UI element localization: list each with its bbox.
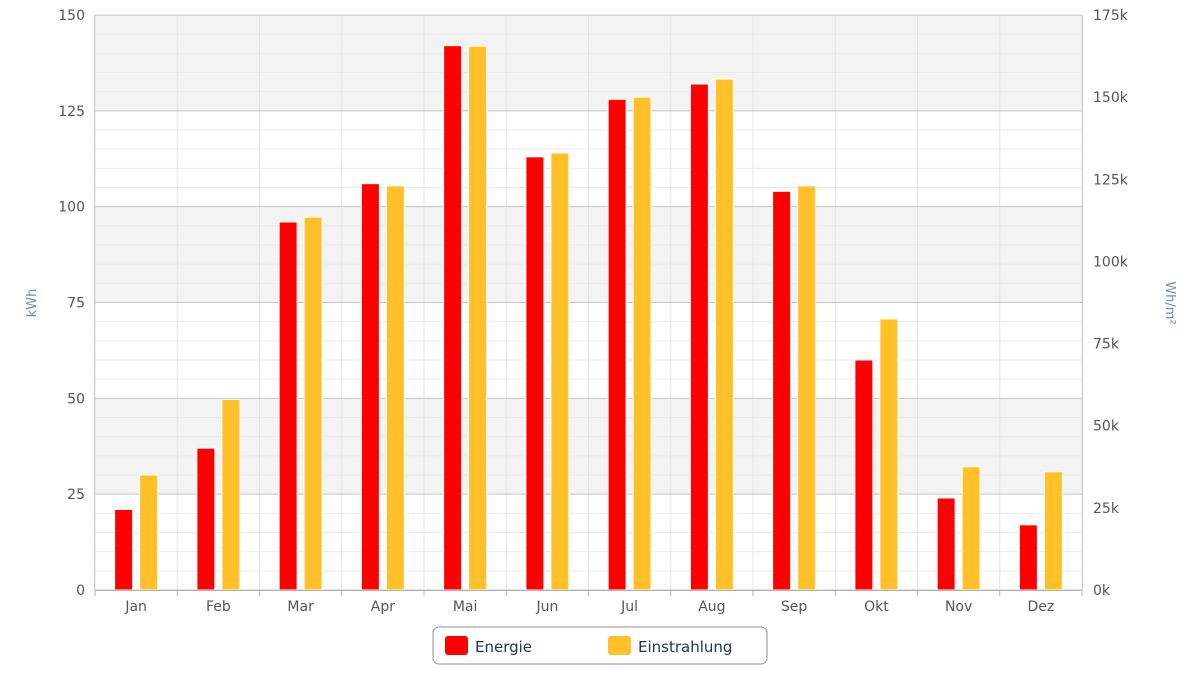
left-tick-label: 75 bbox=[67, 296, 85, 312]
left-tick-label: 25 bbox=[67, 487, 85, 503]
x-tick-label: Okt bbox=[864, 599, 889, 615]
axes bbox=[94, 15, 1083, 596]
legend-box bbox=[432, 626, 768, 665]
right-tick-label: 125k bbox=[1093, 172, 1129, 188]
legend-label-energie: Energie bbox=[475, 638, 532, 656]
bar-energie-dez[interactable] bbox=[1018, 524, 1038, 591]
bar-energie-jun[interactable] bbox=[525, 156, 545, 591]
bar-einstrahlung-aug[interactable] bbox=[714, 78, 734, 591]
x-tick-label: Jul bbox=[620, 599, 638, 615]
bar-einstrahlung-dez[interactable] bbox=[1043, 471, 1063, 591]
x-tick-label: Mar bbox=[287, 599, 314, 615]
bar-einstrahlung-sep[interactable] bbox=[797, 185, 817, 591]
legend: Energie Einstrahlung bbox=[432, 626, 768, 665]
bar-einstrahlung-apr[interactable] bbox=[385, 185, 405, 591]
left-tick-label: 125 bbox=[58, 104, 85, 120]
x-axis-ticks: Jan Feb Mar Apr Mai Jun Jul Aug Sep Okt Nov Dez bbox=[124, 599, 1054, 615]
bar-energie-feb[interactable] bbox=[196, 447, 216, 591]
right-tick-label: 100k bbox=[1093, 254, 1129, 270]
left-tick-label: 100 bbox=[58, 200, 85, 216]
grid-lines bbox=[94, 14, 1083, 591]
bar-einstrahlung-jan[interactable] bbox=[139, 474, 159, 591]
bar-einstrahlung-okt[interactable] bbox=[879, 318, 899, 591]
bar-energie-mar[interactable] bbox=[278, 221, 298, 591]
legend-item-einstrahlung[interactable]: Einstrahlung bbox=[608, 636, 732, 656]
legend-swatch-einstrahlung bbox=[608, 636, 631, 655]
bar-einstrahlung-jun[interactable] bbox=[550, 152, 570, 591]
x-tick-label: Nov bbox=[945, 599, 972, 615]
x-tick-label: Apr bbox=[371, 599, 395, 615]
right-tick-label: 50k bbox=[1093, 419, 1120, 435]
bar-energie-mai[interactable] bbox=[443, 45, 463, 591]
right-tick-label: 175k bbox=[1093, 8, 1129, 24]
left-axis-ticks: 0 25 50 75 100 125 150 bbox=[58, 8, 85, 599]
right-tick-label: 0k bbox=[1093, 583, 1111, 599]
x-tick-label: Jun bbox=[535, 599, 558, 615]
bar-einstrahlung-mai[interactable] bbox=[468, 45, 488, 591]
right-tick-label: 75k bbox=[1093, 337, 1120, 353]
x-tick-label: Dez bbox=[1028, 599, 1055, 615]
x-tick-label: Jan bbox=[124, 599, 147, 615]
right-axis-ticks: 0k 25k 50k 75k 100k 125k 150k 175k bbox=[1093, 8, 1129, 599]
bar-energie-apr[interactable] bbox=[360, 183, 380, 591]
bar-energie-aug[interactable] bbox=[689, 83, 709, 591]
bars bbox=[114, 45, 1063, 591]
right-tick-label: 150k bbox=[1093, 90, 1129, 106]
legend-item-energie[interactable]: Energie bbox=[445, 636, 532, 656]
left-tick-label: 150 bbox=[58, 8, 85, 24]
bar-energie-nov[interactable] bbox=[936, 497, 956, 591]
bar-energie-okt[interactable] bbox=[854, 359, 874, 591]
bar-einstrahlung-jul[interactable] bbox=[632, 96, 652, 591]
left-axis-title: kWh bbox=[25, 289, 40, 318]
x-tick-label: Aug bbox=[698, 599, 725, 615]
x-tick-label: Mai bbox=[453, 599, 478, 615]
bar-einstrahlung-mar[interactable] bbox=[303, 216, 323, 591]
bar-energie-jan[interactable] bbox=[114, 509, 134, 591]
x-tick-label: Sep bbox=[781, 599, 808, 615]
bar-einstrahlung-feb[interactable] bbox=[221, 398, 241, 591]
left-tick-label: 0 bbox=[76, 583, 85, 599]
bar-energie-sep[interactable] bbox=[772, 190, 792, 591]
bar-energie-jul[interactable] bbox=[607, 98, 627, 591]
left-tick-label: 50 bbox=[67, 391, 85, 407]
right-axis-title: Wh/m² bbox=[1162, 281, 1177, 324]
legend-swatch-energie bbox=[445, 636, 468, 655]
right-tick-label: 25k bbox=[1093, 501, 1120, 517]
bar-einstrahlung-nov[interactable] bbox=[961, 466, 981, 591]
x-tick-label: Feb bbox=[206, 599, 231, 615]
legend-label-einstrahlung: Einstrahlung bbox=[638, 638, 732, 656]
